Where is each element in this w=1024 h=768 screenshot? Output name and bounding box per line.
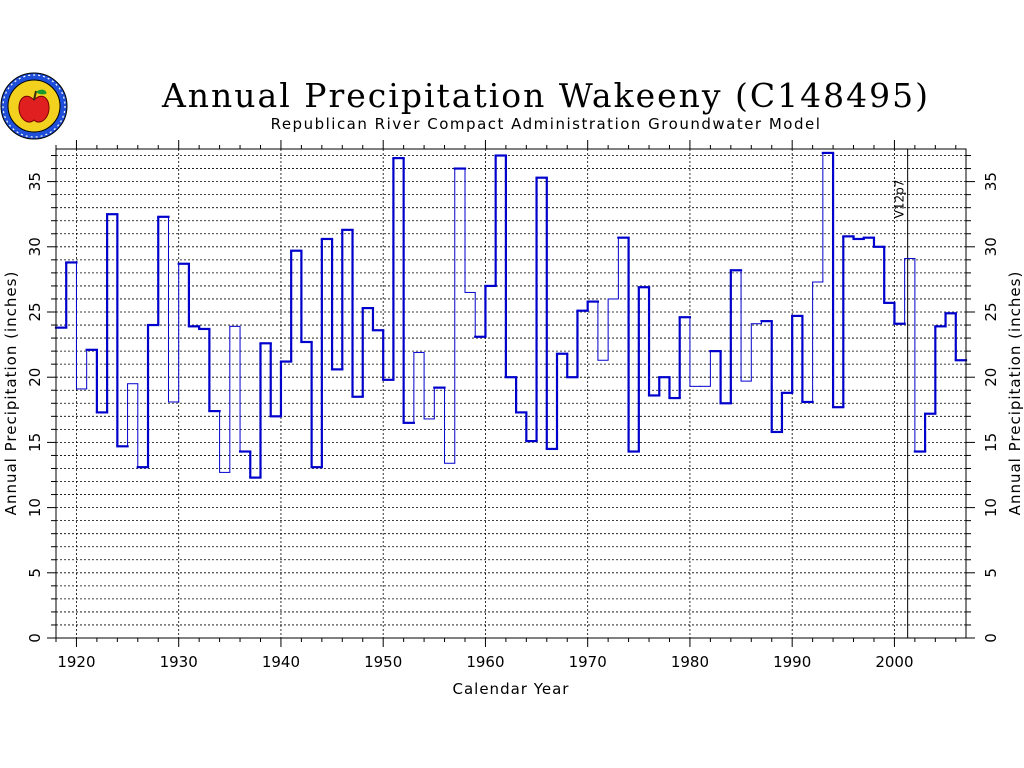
x-tick-label: 2000 xyxy=(875,653,913,671)
y-tick-label-right: 5 xyxy=(982,568,1000,578)
y-axis-label-left: Annual Precipitation (inches) xyxy=(2,271,20,516)
x-axis-label: Calendar Year xyxy=(453,680,570,698)
y-tick-label-right: 10 xyxy=(982,498,1000,517)
y-tick-label-left: 10 xyxy=(26,498,44,517)
reference-line-label: V12p7 xyxy=(893,180,907,219)
x-tick-label: 1980 xyxy=(671,653,709,671)
x-tick-label: 1990 xyxy=(773,653,811,671)
apple-seal-logo xyxy=(0,72,68,140)
y-tick-label-right: 20 xyxy=(982,368,1000,387)
y-tick-label-left: 5 xyxy=(26,568,44,578)
y-tick-label-left: 15 xyxy=(26,433,44,452)
x-tick-label: 1920 xyxy=(57,653,95,671)
y-tick-label-right: 0 xyxy=(982,633,1000,643)
y-axis-ticks: 0 0 5 5 10 10 15 15 20 20 25 25 30 30 35 35 xyxy=(26,155,1000,643)
plot-frame xyxy=(55,148,967,639)
y-tick-label-right: 25 xyxy=(982,302,1000,321)
y-tick-label-right: 35 xyxy=(982,172,1000,191)
y-tick-label-left: 35 xyxy=(26,172,44,191)
x-tick-label: 1950 xyxy=(364,653,402,671)
y-tick-label-left: 30 xyxy=(26,237,44,256)
chart-subtitle: Republican River Compact Administration … xyxy=(271,115,822,133)
x-tick-label: 1930 xyxy=(160,653,198,671)
y-tick-label-right: 30 xyxy=(982,237,1000,256)
series-precipitation xyxy=(54,151,968,479)
chart-title: Annual Precipitation Wakeeny (C148495) xyxy=(161,76,930,115)
y-tick-label-left: 0 xyxy=(26,633,44,643)
x-tick-label: 1960 xyxy=(466,653,504,671)
x-tick-label: 1940 xyxy=(262,653,300,671)
x-tick-label: 1970 xyxy=(569,653,607,671)
x-axis-ticks: 1920 1930 1940 1950 1960 1970 1980 1990 2000 xyxy=(55,140,957,671)
y-axis-label-right: Annual Precipitation (inches) xyxy=(1006,271,1024,516)
grid xyxy=(56,149,966,638)
plot-border xyxy=(55,148,967,639)
y-tick-label-left: 25 xyxy=(26,302,44,321)
y-tick-label-left: 20 xyxy=(26,368,44,387)
y-tick-label-right: 15 xyxy=(982,433,1000,452)
